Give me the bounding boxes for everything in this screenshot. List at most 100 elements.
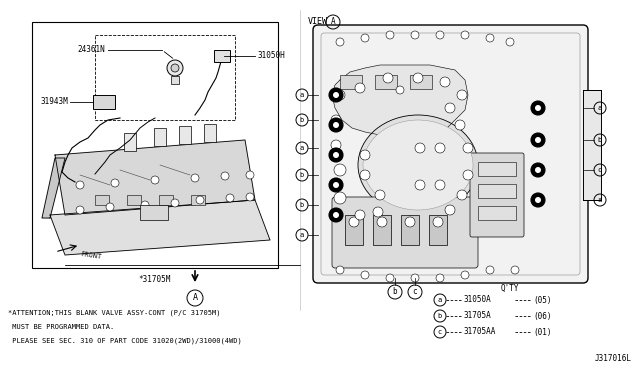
Bar (583, 90, 601, 200)
Circle shape (375, 190, 385, 200)
Circle shape (445, 205, 455, 215)
Bar (95, 35, 235, 120)
Circle shape (106, 203, 114, 211)
Circle shape (76, 181, 84, 189)
Circle shape (531, 193, 545, 207)
Text: PLEASE SEE SEC. 310 OF PART CODE 31020(2WD)/31000(4WD): PLEASE SEE SEC. 310 OF PART CODE 31020(2… (8, 338, 242, 344)
Circle shape (535, 167, 541, 173)
Bar (204, 124, 216, 142)
Circle shape (360, 150, 370, 160)
Text: 31050H: 31050H (257, 51, 285, 61)
Bar (127, 195, 141, 205)
Circle shape (445, 103, 455, 113)
Circle shape (349, 217, 359, 227)
Circle shape (333, 122, 339, 128)
Bar (478, 206, 516, 220)
Text: MUST BE PROGRAMMED DATA.: MUST BE PROGRAMMED DATA. (8, 324, 115, 330)
Circle shape (336, 266, 344, 274)
Circle shape (360, 170, 370, 180)
Circle shape (76, 206, 84, 214)
Circle shape (151, 176, 159, 184)
Circle shape (246, 193, 254, 201)
Bar (93, 95, 115, 109)
Circle shape (331, 140, 341, 150)
Bar (159, 195, 173, 205)
Circle shape (486, 34, 494, 42)
Circle shape (355, 83, 365, 93)
Circle shape (506, 38, 514, 46)
Circle shape (329, 118, 343, 132)
Circle shape (411, 31, 419, 39)
Circle shape (436, 274, 444, 282)
Circle shape (383, 73, 393, 83)
Circle shape (361, 34, 369, 42)
Ellipse shape (363, 120, 473, 210)
Bar (124, 133, 136, 151)
Circle shape (405, 217, 415, 227)
Circle shape (535, 137, 541, 143)
Circle shape (386, 31, 394, 39)
Text: b: b (598, 137, 602, 143)
Bar (191, 195, 205, 205)
Text: b: b (438, 313, 442, 319)
Circle shape (191, 174, 199, 182)
Circle shape (386, 274, 394, 282)
Circle shape (455, 120, 465, 130)
Circle shape (531, 163, 545, 177)
Text: J317016L: J317016L (595, 354, 632, 363)
Bar (179, 126, 191, 144)
Circle shape (415, 180, 425, 190)
Circle shape (331, 115, 341, 125)
Circle shape (334, 192, 346, 204)
Circle shape (333, 92, 339, 98)
Text: Q'TY: Q'TY (500, 283, 519, 292)
Circle shape (333, 152, 339, 158)
Circle shape (329, 178, 343, 192)
Circle shape (461, 31, 469, 39)
Circle shape (171, 64, 179, 72)
Circle shape (333, 212, 339, 218)
Text: (06): (06) (533, 311, 552, 321)
FancyBboxPatch shape (332, 197, 478, 268)
Circle shape (461, 271, 469, 279)
Text: 31943M: 31943M (40, 97, 68, 106)
Bar (214, 50, 230, 62)
Bar (340, 75, 362, 89)
Text: c: c (413, 288, 417, 296)
Circle shape (171, 199, 179, 207)
Text: b: b (300, 172, 304, 178)
Bar (140, 205, 168, 220)
Circle shape (335, 90, 345, 100)
Text: a: a (300, 145, 304, 151)
Circle shape (167, 60, 183, 76)
Bar (410, 75, 432, 89)
Text: c: c (598, 167, 602, 173)
Text: a: a (300, 232, 304, 238)
Text: b: b (393, 288, 397, 296)
Circle shape (531, 133, 545, 147)
FancyBboxPatch shape (470, 153, 524, 237)
Circle shape (361, 271, 369, 279)
Circle shape (246, 171, 254, 179)
Text: *31705M: *31705M (139, 276, 171, 285)
Text: a: a (300, 92, 304, 98)
Circle shape (111, 179, 119, 187)
Polygon shape (42, 158, 65, 218)
Text: (01): (01) (533, 327, 552, 337)
FancyBboxPatch shape (313, 25, 588, 283)
Circle shape (411, 274, 419, 282)
Bar (429, 215, 447, 245)
Text: 24361N: 24361N (77, 45, 105, 55)
Text: (05): (05) (533, 295, 552, 305)
Circle shape (373, 207, 383, 217)
Circle shape (457, 90, 467, 100)
Circle shape (336, 38, 344, 46)
Circle shape (511, 266, 519, 274)
Bar (32, 22, 278, 268)
Circle shape (329, 148, 343, 162)
Circle shape (436, 31, 444, 39)
Circle shape (463, 170, 473, 180)
Text: c: c (438, 329, 442, 335)
Circle shape (355, 210, 365, 220)
Text: 31050A: 31050A (464, 295, 492, 305)
